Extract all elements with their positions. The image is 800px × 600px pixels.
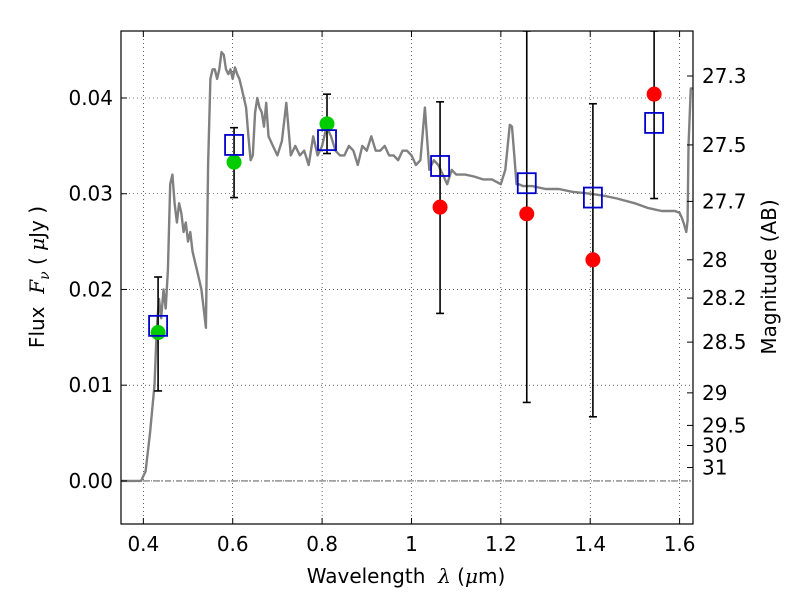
x-tick-label: 0.8 (306, 532, 338, 556)
x-tick-label: 0.6 (217, 532, 249, 556)
plot-frame (120, 30, 694, 525)
magnitude-tick-label: 27.7 (702, 189, 747, 213)
y-tick-label: 0.04 (68, 86, 113, 110)
model-spectrum-layer (121, 50, 693, 483)
x-tick-label: 1 (405, 532, 418, 556)
red-data-point (646, 86, 662, 102)
red-data-point (432, 199, 448, 215)
model-photometry-square (148, 314, 168, 337)
magnitude-tick-label: 28.5 (702, 330, 747, 354)
magnitude-tick-label: 30 (702, 434, 727, 458)
magnitude-tick-label: 27.5 (702, 133, 747, 157)
y-tick-label: 0.03 (68, 182, 113, 206)
y-tick-label: 0.01 (68, 373, 113, 397)
model-spectrum-line (121, 50, 693, 483)
y-axis-title: Flux Fν ( μJy ) (25, 206, 53, 348)
tick-marks (121, 31, 693, 524)
magnitude-tick-label: 27.3 (702, 64, 747, 88)
magnitude-axis-title: Magnitude (AB) (757, 199, 781, 354)
y-tick-label: 0.00 (68, 469, 113, 493)
green-data-point (150, 325, 166, 341)
green-data-point (319, 116, 335, 132)
plot-background (121, 31, 693, 524)
red-data-point (585, 252, 601, 268)
magnitude-tick-label: 28.2 (702, 286, 747, 310)
magnitude-tick-label: 31 (702, 456, 727, 480)
red-data-point (519, 206, 535, 222)
magnitude-tick-label: 28 (702, 248, 727, 272)
x-tick-label: 1.2 (485, 532, 517, 556)
green-data-point (226, 154, 242, 170)
y-tick-labels: 0.00 0.01 0.02 0.03 0.04 (68, 86, 113, 493)
model-photometry-square (516, 172, 537, 195)
x-tick-labels: 0.4 0.6 0.8 1 1.2 1.4 1.6 (127, 532, 695, 556)
magnitude-tick-label: 29 (702, 381, 727, 405)
model-photometry-square (583, 186, 603, 209)
x-tick-label: 1.4 (574, 532, 606, 556)
magnitude-tick-label: 29.5 (702, 413, 747, 437)
model-photometry-square (317, 129, 337, 152)
marker-layer (148, 86, 665, 341)
x-tick-label: 1.6 (664, 532, 696, 556)
model-photometry-square (644, 111, 665, 134)
x-tick-label: 0.4 (127, 532, 159, 556)
model-photometry-square (430, 155, 450, 177)
model-photometry-square (224, 134, 244, 156)
y-tick-label: 0.02 (68, 277, 113, 301)
x-axis-title: Wavelength λ (μm) (307, 564, 506, 588)
